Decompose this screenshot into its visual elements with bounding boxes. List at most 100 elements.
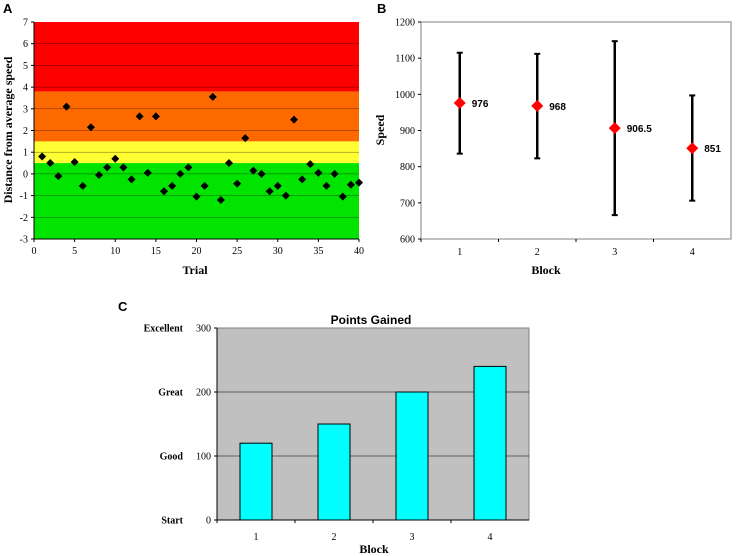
c-bar-1 xyxy=(317,423,351,521)
a-y-tick-label-0: -3 xyxy=(20,235,28,246)
a-y-tick-label-5: 2 xyxy=(23,126,28,137)
panel-c-letter: C xyxy=(118,299,128,314)
a-point xyxy=(241,134,250,143)
c-bars xyxy=(239,365,507,521)
b-data-label-0: 976 xyxy=(472,99,489,110)
a-point xyxy=(192,192,201,201)
c-x-ticks: 1 2 3 4 xyxy=(216,520,493,543)
a-point xyxy=(127,175,136,184)
b-y-tick-label-3: 900 xyxy=(400,126,415,137)
a-band-2 xyxy=(34,91,359,142)
b-y-tick-label-2: 800 xyxy=(400,162,415,173)
c-y-text-label-2: Great xyxy=(158,388,183,399)
a-point xyxy=(176,169,185,178)
b-x-tick-label-0: 1 xyxy=(457,247,462,258)
c-y-tick-label-2: 200 xyxy=(196,388,211,399)
a-point xyxy=(200,181,209,190)
c-bar-2 xyxy=(395,391,429,521)
a-point xyxy=(273,181,282,190)
b-data-label-3: 851 xyxy=(704,144,721,155)
c-x-tick-label-3: 4 xyxy=(488,532,493,543)
a-bands xyxy=(33,22,359,240)
b-y-tick-label-0: 600 xyxy=(400,235,415,246)
b-mean-marker-2 xyxy=(608,122,621,135)
b-plot-frame xyxy=(420,21,732,240)
b-x-ticks: 1 2 3 4 xyxy=(420,239,695,258)
a-point xyxy=(70,157,79,166)
a-point xyxy=(306,160,315,169)
a-point xyxy=(86,123,95,132)
a-point xyxy=(216,195,225,204)
panel-a-letter: A xyxy=(3,1,13,16)
a-point xyxy=(233,179,242,188)
a-y-tick-label-7: 4 xyxy=(23,83,28,94)
c-y-text-label-0: Start xyxy=(161,516,183,527)
a-x-tick-label-1: 5 xyxy=(72,246,77,257)
b-mean-marker-0 xyxy=(453,97,466,110)
a-point xyxy=(168,181,177,190)
a-point xyxy=(322,181,331,190)
a-y-tick-label-10: 7 xyxy=(23,18,28,29)
a-points xyxy=(38,92,363,204)
c-x-tick-label-2: 3 xyxy=(410,532,415,543)
c-y-tick-label-0: 0 xyxy=(206,516,211,527)
a-band-3 xyxy=(34,22,359,92)
b-x-tick-label-3: 4 xyxy=(690,247,695,258)
panel-b-letter: B xyxy=(377,1,386,16)
b-y-ticks: 600 700 800 900 1000 1100 1200 xyxy=(395,18,421,246)
a-x-tick-label-7: 35 xyxy=(313,246,323,257)
c-chart-title: Points Gained xyxy=(331,313,412,327)
b-mean-marker-3 xyxy=(686,142,699,155)
a-y-tick-label-2: -1 xyxy=(20,191,28,202)
a-x-axis-title: Trial xyxy=(182,263,208,277)
a-point xyxy=(95,170,103,179)
b-data-label-2: 906.5 xyxy=(627,124,652,135)
b-x-axis-title: Block xyxy=(531,263,561,277)
a-y-tick-label-6: 3 xyxy=(23,104,28,115)
a-y-tick-label-8: 5 xyxy=(23,61,28,72)
a-point xyxy=(338,192,347,201)
b-y-axis-title: Speed xyxy=(373,114,387,145)
a-point xyxy=(330,169,339,178)
b-x-tick-label-2: 3 xyxy=(612,247,617,258)
b-marks: 976 968 906.5 851 xyxy=(453,40,721,217)
a-point xyxy=(78,181,87,190)
a-x-tick-label-3: 15 xyxy=(151,246,161,257)
a-x-tick-label-0: 0 xyxy=(32,246,37,257)
b-y-tick-label-6: 1200 xyxy=(395,18,415,29)
a-point xyxy=(103,163,112,172)
a-point xyxy=(265,187,274,196)
a-y-ticks: -3 -2 -1 0 1 2 3 4 5 6 7 xyxy=(20,18,34,246)
a-x-tick-label-4: 20 xyxy=(192,246,202,257)
a-y-tick-label-1: -2 xyxy=(20,213,28,224)
a-point xyxy=(208,92,217,101)
a-point xyxy=(290,115,298,124)
a-point xyxy=(151,112,160,121)
a-point xyxy=(225,159,233,168)
a-point xyxy=(281,191,290,200)
c-bar-3 xyxy=(473,365,507,521)
c-x-axis-title: Block xyxy=(359,542,389,556)
a-y-tick-label-3: 0 xyxy=(23,169,28,180)
c-y-text-label-1: Good xyxy=(160,452,184,463)
c-bar-0 xyxy=(239,442,273,521)
a-point xyxy=(38,152,47,161)
a-x-tick-label-8: 40 xyxy=(354,246,364,257)
a-band-0 xyxy=(34,163,359,239)
a-y-tick-label-4: 1 xyxy=(23,148,28,159)
panel-c: C Points Gained 0 Start 100 Good 200 Great 300… xyxy=(118,299,530,556)
c-y-text-label-3: Excellent xyxy=(144,324,184,335)
a-y-axis-title: Distance from average speed xyxy=(1,56,15,203)
a-x-tick-label-6: 30 xyxy=(273,246,283,257)
a-point xyxy=(54,172,63,181)
a-point xyxy=(314,168,323,177)
a-x-tick-label-2: 10 xyxy=(110,246,120,257)
b-y-tick-label-4: 1000 xyxy=(395,90,415,101)
b-data-label-1: 968 xyxy=(549,102,566,113)
a-point xyxy=(135,112,144,121)
a-point xyxy=(298,175,307,184)
a-point xyxy=(249,166,258,175)
a-x-ticks: 0 5 10 15 20 25 30 35 40 xyxy=(32,239,364,257)
